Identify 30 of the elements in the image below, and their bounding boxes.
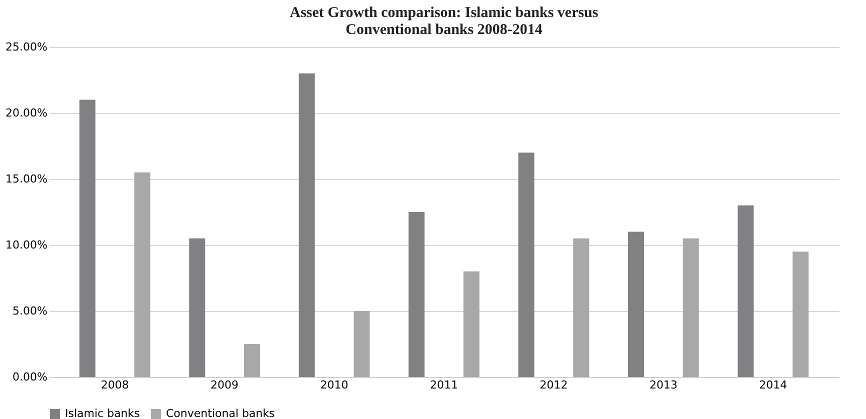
x-tick-label: 2013	[649, 378, 678, 392]
bar	[573, 238, 590, 377]
x-tick-label: 2012	[540, 378, 568, 392]
x-tick-label: 2008	[100, 378, 129, 392]
x-tick-label: 2010	[320, 378, 348, 392]
legend-label: Conventional banks	[166, 407, 276, 419]
x-tick-label: 2011	[430, 378, 458, 392]
y-tick-label: 0.00%	[12, 370, 48, 384]
x-tick-label: 2009	[210, 378, 239, 392]
y-tick-label: 5.00%	[12, 304, 48, 318]
y-tick-label: 20.00%	[6, 106, 48, 120]
bar	[244, 344, 260, 377]
y-tick-label: 15.00%	[6, 172, 48, 186]
bar	[134, 172, 150, 377]
bar	[79, 100, 96, 377]
bar	[408, 212, 425, 377]
chart-title: Asset Growth comparison: Islamic banks versus Conventional banks 2008-2014	[290, 5, 598, 38]
bar	[628, 232, 644, 377]
legend-label: Islamic banks	[65, 407, 140, 419]
y-tick-label: 25.00%	[6, 40, 48, 54]
x-tick-label: 2014	[759, 378, 788, 392]
bar	[463, 271, 480, 377]
bar	[354, 311, 370, 377]
bar	[792, 252, 809, 377]
bar	[298, 73, 315, 377]
y-tick-label: 10.00%	[6, 238, 48, 252]
bar	[738, 205, 754, 377]
bar	[189, 238, 206, 377]
bar	[682, 238, 699, 377]
bar	[518, 152, 534, 377]
